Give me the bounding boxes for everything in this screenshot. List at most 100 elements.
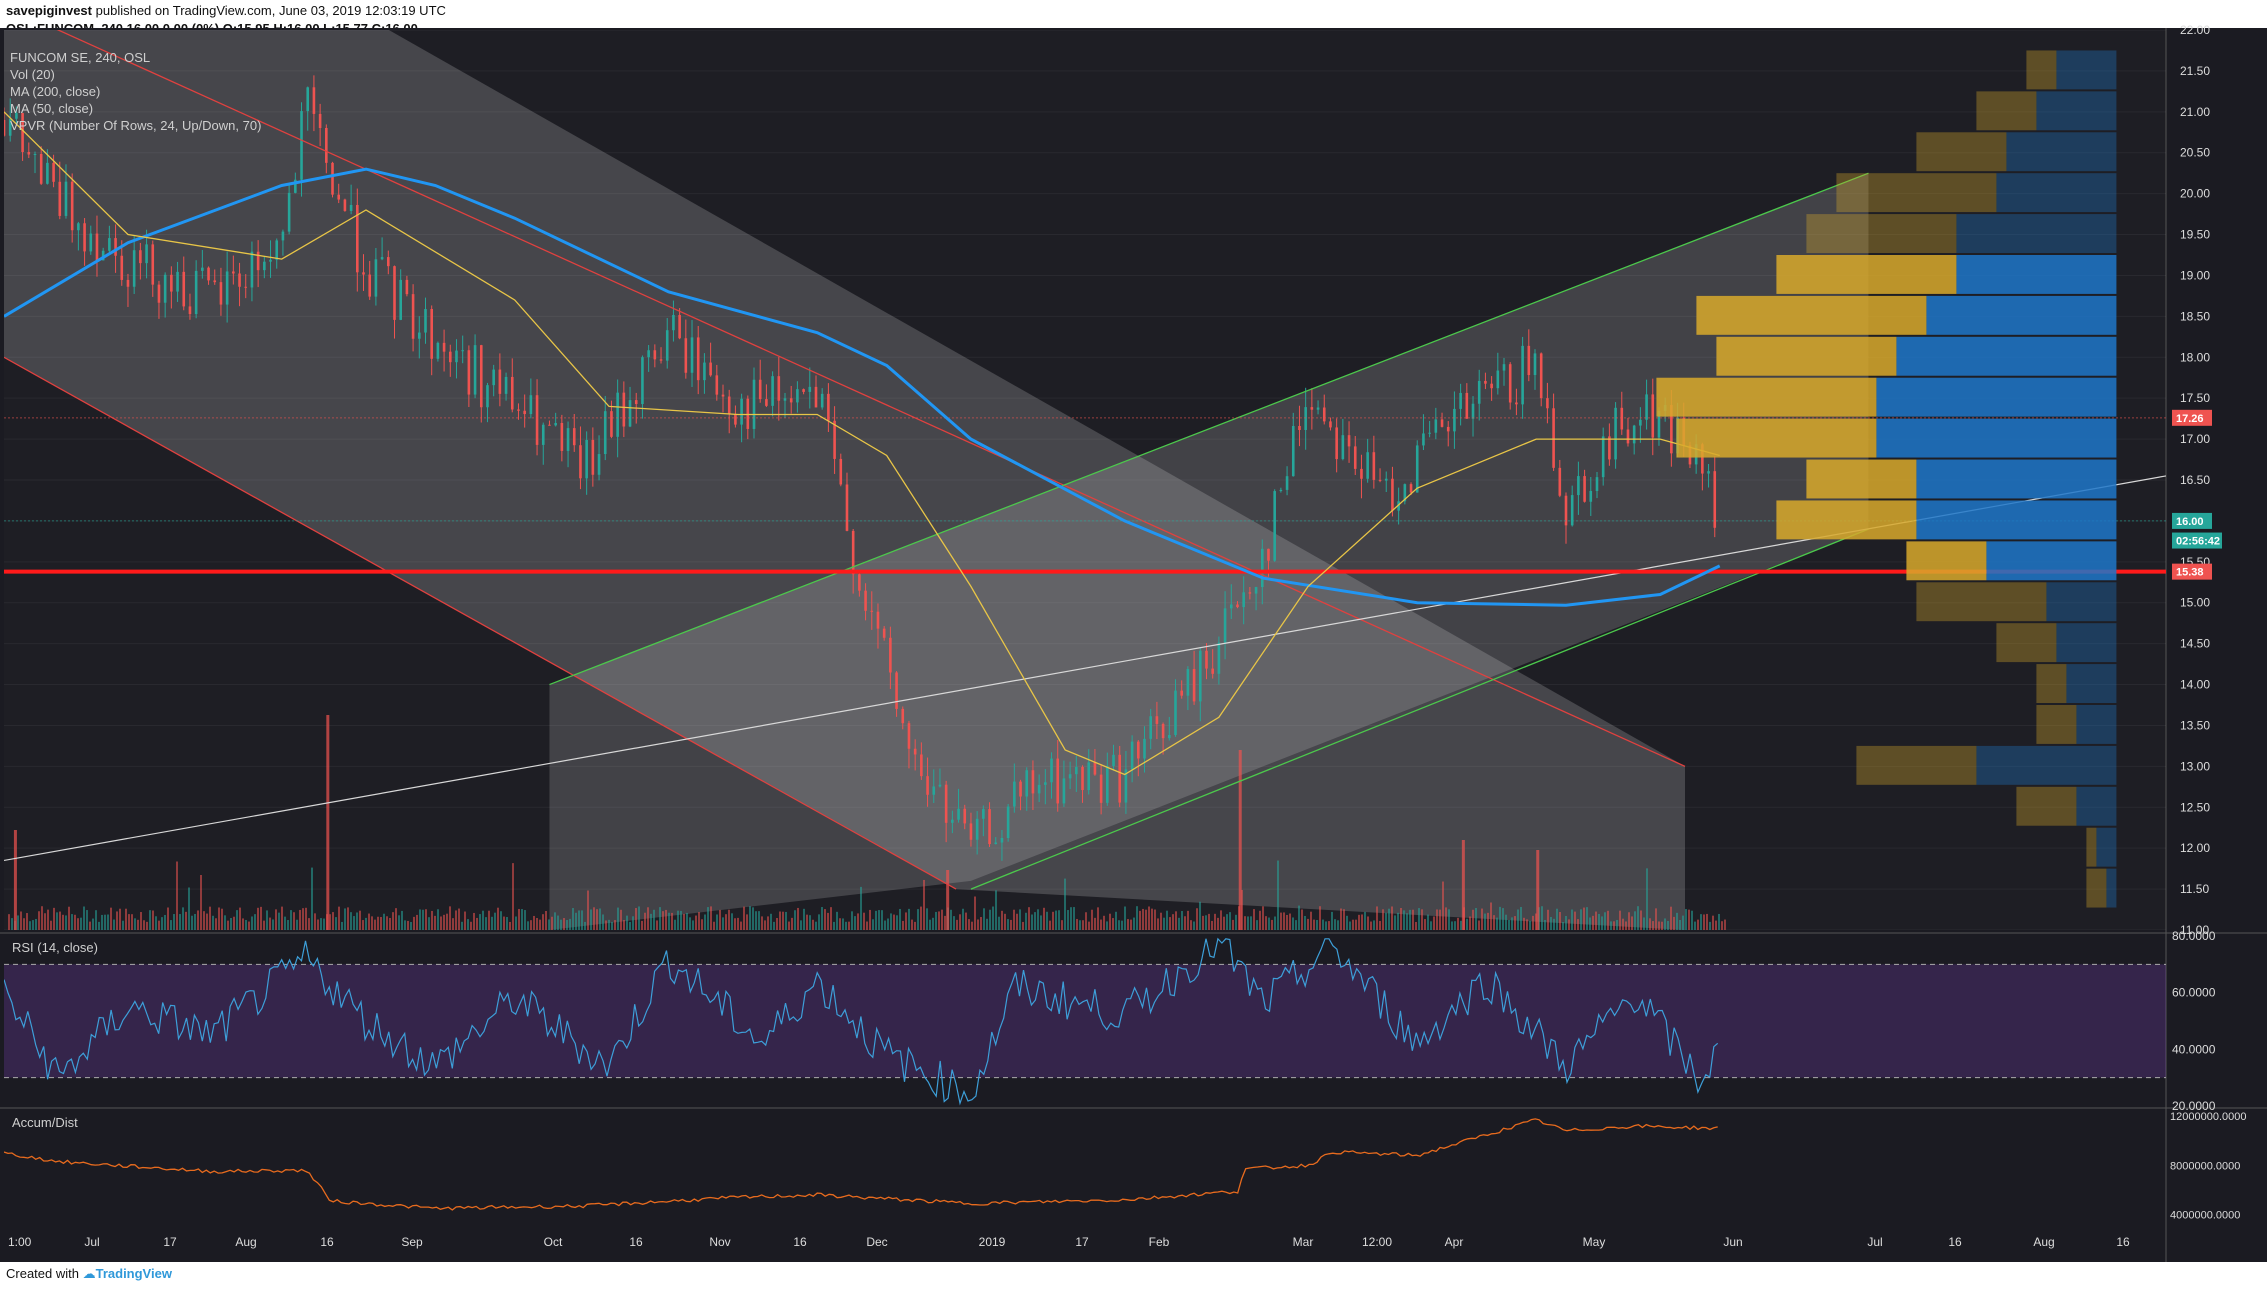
volume-bar	[686, 912, 688, 930]
candle-body	[1322, 407, 1326, 422]
volume-bar	[644, 912, 646, 930]
volume-bar	[635, 908, 637, 930]
volume-bar	[1523, 917, 1525, 930]
volume-bar	[470, 921, 472, 930]
volume-bar	[209, 906, 211, 930]
volume-bar	[401, 910, 403, 930]
candle-body	[405, 279, 409, 295]
candle-body	[417, 332, 421, 339]
volume-bar	[680, 910, 682, 930]
vpvr-up-bar	[2076, 705, 2117, 744]
candle-body	[932, 786, 936, 795]
candle-body	[634, 400, 638, 405]
volume-bar	[1646, 868, 1648, 930]
volume-bar	[1133, 917, 1135, 930]
volume-bar	[344, 908, 346, 930]
volume-bar	[32, 920, 34, 930]
volume-bar	[902, 920, 904, 930]
tradingview-brand[interactable]: TradingView	[95, 1266, 172, 1281]
volume-bar	[1109, 913, 1111, 930]
down-channel-zone	[4, 30, 1686, 930]
volume-bar	[311, 867, 313, 930]
volume-bar	[695, 915, 697, 930]
volume-bar	[50, 920, 52, 930]
volume-bar	[95, 910, 97, 930]
vpvr-up-bar	[2056, 50, 2117, 90]
volume-bar	[983, 908, 985, 930]
candle-body	[1632, 425, 1636, 444]
candle-body	[1477, 380, 1481, 404]
candle-body	[170, 274, 173, 292]
volume-bar	[1139, 910, 1141, 930]
volume-bar	[773, 921, 775, 930]
volume-bar	[728, 909, 730, 930]
volume-bar	[83, 906, 85, 930]
volume-bar	[464, 911, 466, 930]
volume-bar	[884, 920, 886, 930]
volume-bar	[206, 913, 208, 930]
vpvr-up-bar	[1896, 336, 2117, 376]
volume-bar	[1685, 909, 1687, 930]
volume-bar	[542, 914, 544, 930]
vpvr-down-bar	[1856, 745, 1977, 785]
volume-bar	[1655, 908, 1657, 930]
volume-spike	[1238, 750, 1242, 930]
candle-body	[672, 314, 675, 331]
rsi-tick-label: 60.0000	[2172, 986, 2216, 1000]
candle-body	[951, 819, 954, 823]
volume-bar	[593, 907, 595, 930]
volume-bar	[41, 906, 43, 930]
volume-bar	[20, 911, 22, 930]
volume-bar	[524, 910, 526, 930]
volume-bar	[920, 906, 922, 930]
volume-bar	[1541, 906, 1543, 930]
candle-body	[510, 376, 514, 410]
candle-body	[876, 611, 880, 629]
candle-body	[1645, 394, 1648, 420]
volume-bar	[1262, 906, 1264, 930]
svg-text:02:56:42: 02:56:42	[2176, 536, 2220, 548]
volume-bar	[341, 921, 343, 930]
candle-body	[1415, 445, 1419, 493]
ad-pane	[4, 1110, 2166, 1233]
candle-body	[920, 754, 923, 777]
volume-bar	[65, 915, 67, 930]
time-tick-label: Jul	[84, 1235, 99, 1249]
volume-bar	[815, 921, 817, 930]
volume-bar	[1160, 912, 1162, 930]
candle-body	[1161, 723, 1165, 739]
volume-bar	[1481, 908, 1483, 930]
volume-bar	[1094, 917, 1096, 930]
tradingview-logo-icon[interactable]: ☁	[82, 1266, 96, 1281]
candle-body	[1570, 495, 1574, 526]
volume-bar	[1097, 907, 1099, 930]
candle-body	[343, 199, 347, 211]
volume-bar	[1658, 921, 1660, 930]
volume-bar	[1301, 909, 1303, 930]
volume-bar	[371, 916, 373, 930]
volume-bar	[1352, 919, 1354, 930]
price-tick-label: 13.00	[2180, 759, 2210, 773]
volume-bar	[248, 921, 250, 930]
author-name[interactable]: savepiginvest	[6, 3, 92, 18]
candle-body	[1378, 479, 1382, 481]
volume-bar	[1373, 920, 1375, 930]
vpvr-down-bar	[1776, 255, 1957, 294]
volume-bar	[548, 919, 550, 930]
volume-bar	[1517, 909, 1519, 930]
volume-bar	[806, 914, 808, 930]
volume-bar	[1070, 907, 1072, 930]
volume-bar	[104, 914, 106, 930]
volume-bar	[257, 907, 259, 930]
volume-bar	[572, 908, 574, 930]
volume-bar	[1037, 909, 1039, 930]
rsi-label: RSI (14, close)	[12, 940, 98, 955]
candle-body	[882, 628, 886, 638]
volume-bar	[908, 908, 910, 930]
volume-bar	[1322, 919, 1324, 930]
volume-bar	[683, 913, 685, 930]
vpvr-down-bar	[1716, 336, 1897, 376]
candle-body	[895, 672, 898, 709]
volume-bar	[494, 912, 496, 930]
